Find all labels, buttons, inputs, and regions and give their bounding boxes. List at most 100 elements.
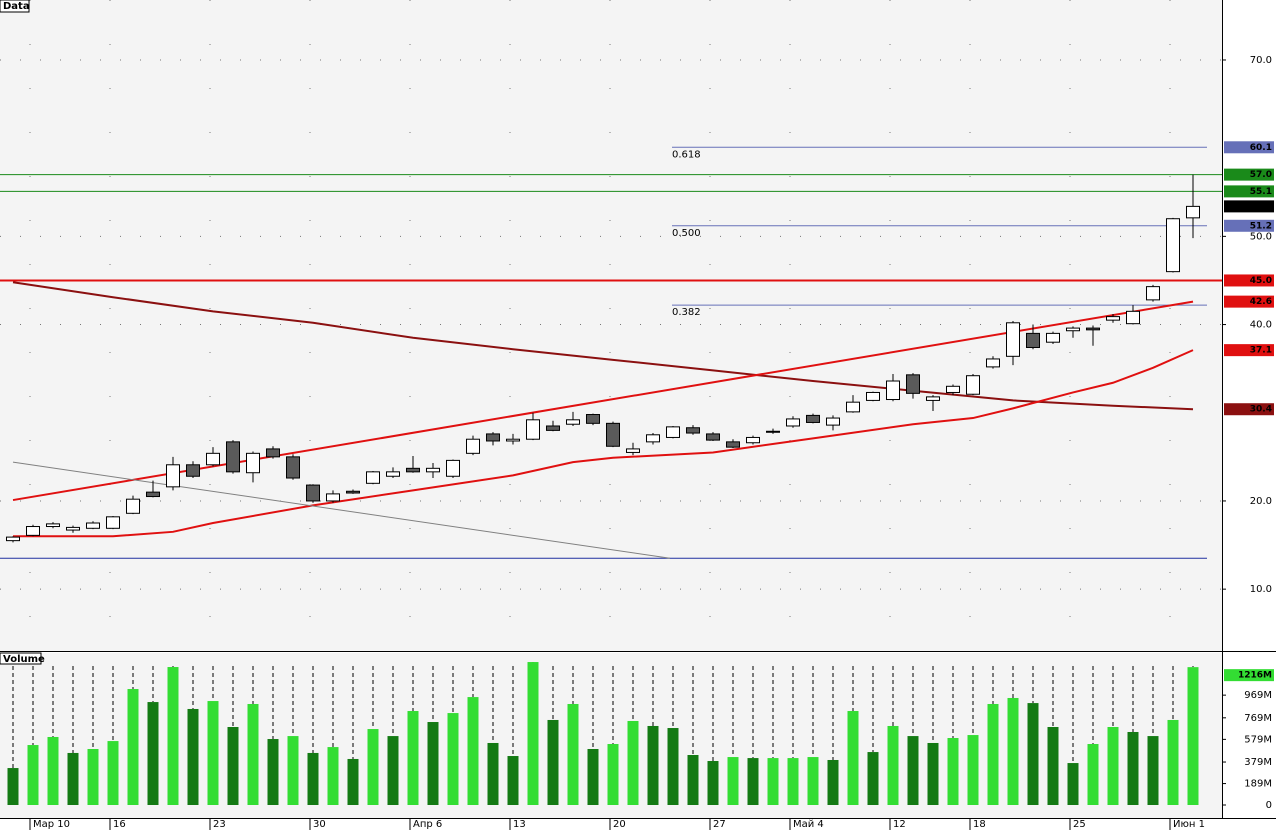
- candle-body: [566, 419, 580, 425]
- x-tick-label: 12: [893, 819, 906, 830]
- candle-body: [486, 433, 500, 442]
- y-tick-label: 579M: [1244, 734, 1272, 745]
- candle-body: [1126, 310, 1140, 325]
- volume-bar: [587, 748, 599, 805]
- volume-bar: [607, 744, 619, 805]
- price-tag: [1224, 403, 1274, 416]
- price-tag-label: 53.4: [1250, 202, 1272, 212]
- candle-body: [606, 422, 620, 447]
- y-tick-label: 40.0: [1250, 320, 1272, 331]
- volume-bar: [1127, 731, 1139, 805]
- candle-body: [666, 426, 680, 438]
- y-tick-label: 969M: [1244, 690, 1272, 701]
- candle-body: [746, 436, 760, 444]
- candle-body: [166, 464, 180, 488]
- candle-body: [326, 493, 340, 502]
- candle-body: [626, 448, 640, 453]
- volume-bar: [287, 736, 299, 805]
- volume-bar: [567, 703, 579, 805]
- x-tick-label: Мар 10: [33, 819, 70, 830]
- candle-body: [646, 434, 660, 443]
- volume-bar: [807, 757, 819, 805]
- volume-bar: [1167, 719, 1179, 805]
- candle-body: [206, 452, 220, 466]
- panel-title-box: [0, 0, 30, 13]
- volume-bar: [367, 729, 379, 805]
- volume-bar: [787, 758, 799, 805]
- candle-body: [846, 401, 860, 413]
- volume-bar: [147, 702, 159, 805]
- volume-bar: [1007, 697, 1019, 805]
- candle-body: [366, 471, 380, 484]
- volume-bar: [707, 761, 719, 805]
- candle-body: [886, 380, 900, 401]
- candle-body: [766, 430, 780, 433]
- volume-bar: [847, 711, 859, 805]
- candle-body: [1026, 332, 1040, 348]
- panel-title-box: [0, 652, 42, 665]
- x-tick-label: Май 4: [793, 819, 824, 830]
- candle-body: [46, 523, 60, 528]
- volume-bar: [467, 697, 479, 805]
- volume-bar: [67, 752, 79, 805]
- volume-bar: [927, 742, 939, 805]
- candle-body: [466, 438, 480, 454]
- volume-bar: [527, 662, 539, 805]
- volume-bar: [827, 759, 839, 805]
- candle-body: [726, 441, 740, 448]
- volume-bar: [727, 757, 739, 805]
- price-tag-label: 60.1: [1250, 143, 1272, 153]
- candle-body: [946, 385, 960, 393]
- x-tick-label: 23: [213, 819, 226, 830]
- volume-bar: [167, 667, 179, 805]
- volume-bar: [987, 703, 999, 805]
- candle-body: [406, 467, 420, 473]
- volume-tag: [1224, 669, 1274, 682]
- x-tick-label: Июн 1: [1173, 819, 1205, 830]
- x-tick-label: 16: [113, 819, 126, 830]
- candle-body: [986, 358, 1000, 368]
- volume-bar: [1047, 727, 1059, 805]
- volume-bar: [1107, 727, 1119, 805]
- volume-bar: [547, 719, 559, 805]
- indicator-line: [12, 300, 1194, 502]
- volume-bar: [207, 701, 219, 805]
- candle-body: [806, 414, 820, 423]
- price-tag-label: 57.0: [1250, 170, 1272, 180]
- candle-body: [586, 414, 600, 424]
- volume-bar: [47, 736, 59, 805]
- volume-bar: [187, 708, 199, 805]
- candle-body: [106, 516, 120, 529]
- y-tick-label: 10.0: [1250, 584, 1272, 595]
- volume-bar: [307, 752, 319, 805]
- volume-bar: [407, 711, 419, 805]
- indicator-line: [13, 349, 1194, 538]
- candle-body: [306, 484, 320, 502]
- volume-bar: [967, 735, 979, 805]
- candle-body: [926, 396, 940, 401]
- panel-title: Volume: [3, 654, 45, 665]
- price-tag-label: 51.2: [1250, 221, 1272, 231]
- price-tag: [1224, 185, 1274, 198]
- candle-body: [226, 441, 240, 473]
- candle-body: [126, 498, 140, 514]
- price-tag: [1224, 344, 1274, 357]
- candle-body: [1146, 286, 1160, 301]
- volume-bar: [867, 752, 879, 805]
- candle-body: [786, 418, 800, 427]
- indicator-line: [12, 461, 671, 559]
- candle-body: [246, 452, 260, 474]
- volume-bar: [347, 758, 359, 805]
- candle-body: [866, 391, 880, 401]
- candle-body: [86, 522, 100, 529]
- y-tick-label: 379M: [1244, 757, 1272, 768]
- volume-bar: [627, 720, 639, 805]
- candle-body: [1166, 218, 1180, 273]
- volume-bar: [27, 745, 39, 805]
- y-tick-label: 70.0: [1250, 55, 1272, 66]
- volume-bar: [87, 748, 99, 805]
- candle-body: [1006, 322, 1020, 357]
- candle-body: [446, 459, 460, 477]
- price-tag-label: 37.1: [1250, 346, 1272, 356]
- volume-bar: [1067, 763, 1079, 805]
